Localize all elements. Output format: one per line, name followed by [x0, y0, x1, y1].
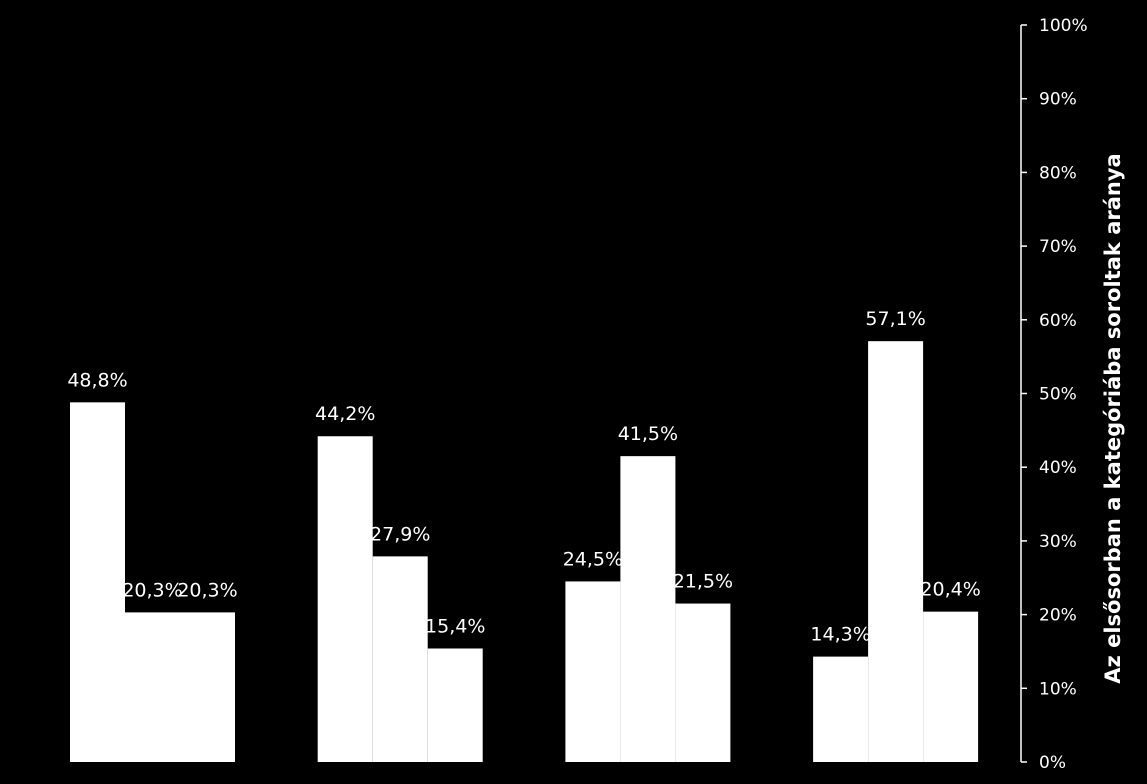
bar-1-3 [180, 612, 235, 762]
y-axis: 0% 10% 20% 30% 40% 50% 60% 70% 80% 90% 100% [1020, 16, 1088, 773]
bar-3-2 [620, 456, 676, 762]
bar-4-1 [813, 656, 869, 762]
data-label-1-3: 20,3% [177, 579, 237, 601]
data-label-2-1: 44,2% [315, 403, 375, 425]
data-label-3-1: 24,5% [563, 548, 623, 570]
data-label-2-2: 27,9% [370, 523, 430, 545]
y-tick-label: 50% [1039, 385, 1077, 405]
data-label-4-1: 14,3% [810, 624, 870, 646]
bar-4-3 [923, 611, 979, 762]
bar-2-1 [317, 436, 373, 762]
y-tick-label: 40% [1039, 458, 1077, 478]
data-label-4-3: 20,4% [920, 579, 980, 601]
y-tick-label: 90% [1039, 90, 1077, 110]
data-label-1-2: 20,3% [122, 579, 182, 601]
y-tick-label: 10% [1039, 679, 1077, 699]
bar-2-2 [372, 556, 428, 762]
data-label-2-3: 15,4% [425, 616, 485, 638]
bar-1-1 [70, 402, 125, 762]
data-labels-group: 48,8% 20,3%20,3% 44,2% 27,9% 15,4% 24,5% 41,5%… [67, 308, 980, 645]
y-tick-label: 70% [1039, 237, 1077, 257]
y-tick-label: 60% [1039, 311, 1077, 331]
data-label-3-2: 41,5% [618, 423, 678, 445]
bar-3-3 [675, 603, 731, 762]
y-axis-title: Az elsősorban a kategóriába soroltak ará… [1101, 153, 1125, 683]
y-tick-label: 0% [1039, 753, 1066, 773]
bars-group [70, 341, 979, 762]
data-label-4-2: 57,1% [865, 308, 925, 330]
y-tick-label: 20% [1039, 606, 1077, 626]
y-tick-label: 30% [1039, 532, 1077, 552]
data-label-3-3: 21,5% [673, 571, 733, 593]
bar-4-2 [868, 341, 924, 762]
bar-3-1 [565, 581, 621, 762]
data-label-1-1: 48,8% [67, 369, 127, 391]
y-tick-label: 100% [1039, 16, 1088, 36]
y-tick-label: 80% [1039, 163, 1077, 183]
bar-1-2 [125, 612, 180, 762]
bar-2-3 [427, 648, 483, 762]
